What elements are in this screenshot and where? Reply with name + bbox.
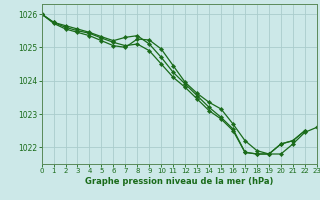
X-axis label: Graphe pression niveau de la mer (hPa): Graphe pression niveau de la mer (hPa) [85, 177, 273, 186]
